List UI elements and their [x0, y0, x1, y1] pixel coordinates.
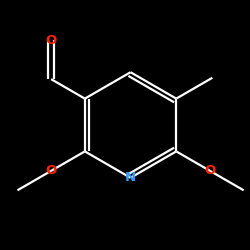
- Text: N: N: [125, 171, 136, 184]
- Text: O: O: [204, 164, 216, 177]
- Text: O: O: [46, 34, 57, 47]
- Text: O: O: [46, 164, 57, 177]
